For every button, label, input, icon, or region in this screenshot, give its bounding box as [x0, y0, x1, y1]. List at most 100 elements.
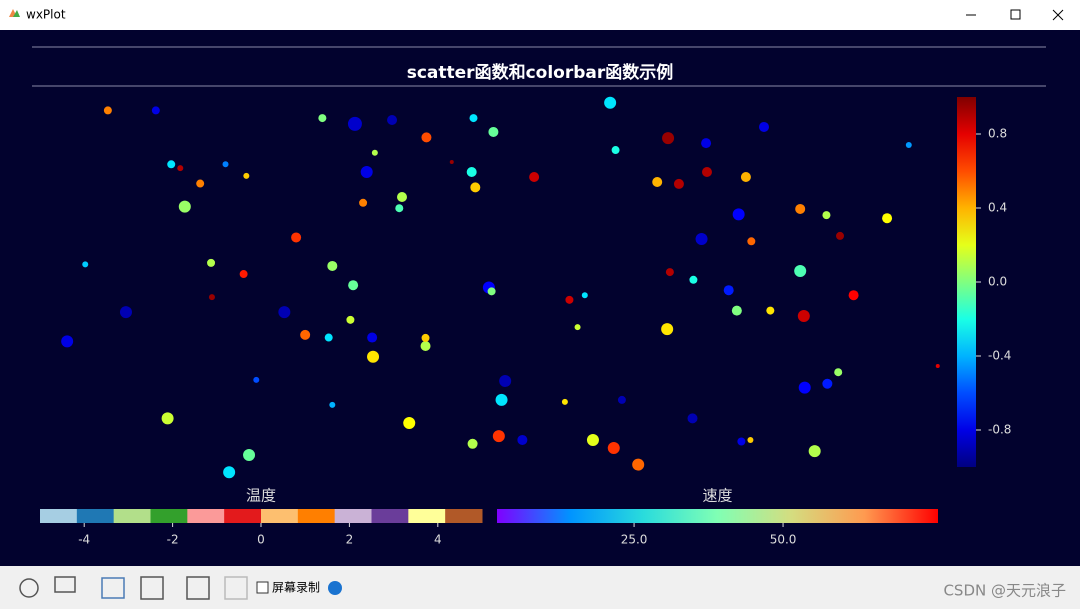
scatter-point [469, 114, 478, 123]
scatter-point [151, 106, 160, 115]
scatter-point [661, 323, 674, 336]
scatter-point [324, 333, 333, 342]
pan-button[interactable] [101, 577, 125, 599]
record-button[interactable] [224, 576, 248, 600]
scatter-point [574, 324, 581, 331]
scatter-point [177, 165, 184, 172]
scatter-point [662, 132, 675, 145]
checkbox[interactable] [256, 581, 269, 594]
scatter-point [278, 306, 291, 319]
scatter-point [403, 417, 416, 430]
scatter-point [836, 231, 845, 240]
colorbar-tick-label: -0.4 [988, 349, 1011, 363]
scatter-point [581, 292, 588, 299]
scatter-point [243, 448, 256, 461]
colorbar-tick-label: 50.0 [770, 533, 797, 547]
scatter-point [196, 179, 205, 188]
colorbar-tick-label: 4 [434, 533, 442, 547]
scatter-point [565, 295, 574, 304]
colorbar-segment [76, 509, 115, 523]
scatter-point [329, 401, 336, 408]
scatter-point [318, 114, 327, 123]
scatter-point [822, 378, 833, 389]
scatter-point [759, 121, 769, 132]
scatter-point [695, 232, 708, 245]
scatter-point [167, 160, 176, 169]
colorbar-segment [224, 509, 262, 523]
scatter-point [723, 285, 734, 296]
scatter-point [604, 96, 617, 109]
colorbar [957, 97, 976, 467]
scatter-point [822, 211, 831, 220]
scatter-point [300, 329, 311, 340]
scatter-point [607, 442, 620, 455]
scatter-point [797, 309, 810, 322]
title-bar [0, 0, 1080, 30]
scatter-point [327, 260, 338, 271]
display-button[interactable] [54, 576, 76, 593]
scatter-point [747, 436, 754, 443]
window-title: wxPlot [26, 8, 66, 22]
scatter-point [207, 258, 216, 267]
scatter-point [346, 315, 355, 324]
colorbar-tick-label: -2 [167, 533, 179, 547]
scatter-point [61, 335, 74, 348]
colorbar-tick-label: 0.0 [988, 275, 1007, 289]
scatter-point [652, 177, 663, 188]
colorbar-tick-label: -4 [78, 533, 90, 547]
scatter-point [495, 393, 508, 406]
scatter-point [470, 182, 481, 193]
scatter-point [611, 146, 620, 155]
scatter-point [665, 268, 674, 277]
checkbox-label[interactable]: 屏幕录制 [272, 581, 320, 595]
scatter-point [243, 172, 250, 179]
scatter-point [239, 270, 248, 279]
watermark: CSDN @天元浪子 [943, 582, 1066, 600]
scatter-point [798, 381, 811, 394]
scatter-point [529, 172, 540, 183]
colorbar-tick-label: 2 [346, 533, 354, 547]
scatter-point [586, 433, 599, 446]
scatter-point [420, 341, 431, 352]
colorbar-segment [371, 509, 409, 523]
close-button[interactable] [1052, 9, 1064, 21]
grid-button[interactable] [186, 576, 210, 600]
scatter-point [347, 116, 362, 131]
save-button[interactable] [140, 576, 164, 600]
scatter-point [935, 364, 940, 369]
colorbar-segment [261, 509, 299, 523]
scatter-point [499, 375, 512, 388]
scatter-point [421, 132, 432, 143]
scatter-point [359, 198, 368, 207]
scatter-point [367, 332, 378, 343]
scatter-point [617, 395, 626, 404]
settings-button[interactable] [19, 578, 39, 598]
colorbar-segment [113, 509, 151, 523]
info-button[interactable] [328, 581, 342, 595]
colorbar-segment [445, 509, 483, 523]
colorbar-segment [150, 509, 188, 523]
scatter-point [487, 287, 496, 296]
colorbar-segment [297, 509, 336, 523]
scatter-point [161, 412, 174, 425]
scatter-point [673, 178, 684, 189]
scatter-point [492, 430, 505, 443]
scatter-point [905, 142, 912, 149]
scatter-point [360, 166, 373, 178]
maximize-button[interactable] [1010, 9, 1021, 20]
scatter-point [291, 232, 302, 243]
plot-canvas [0, 30, 1080, 566]
scatter-point [848, 290, 859, 301]
scatter-point [488, 126, 499, 137]
scatter-point [253, 376, 260, 383]
colorbar-tick-label: 25.0 [621, 533, 648, 547]
scatter-point [737, 437, 746, 446]
colorbar-segment [408, 509, 446, 523]
colorbar-segment [40, 509, 78, 523]
scatter-point [367, 350, 380, 363]
chart-title: scatter函数和colorbar函数示例 [407, 62, 674, 83]
colorbar-tick-label: 0 [257, 533, 265, 547]
scatter-point [731, 305, 742, 316]
scatter-point [517, 434, 528, 445]
